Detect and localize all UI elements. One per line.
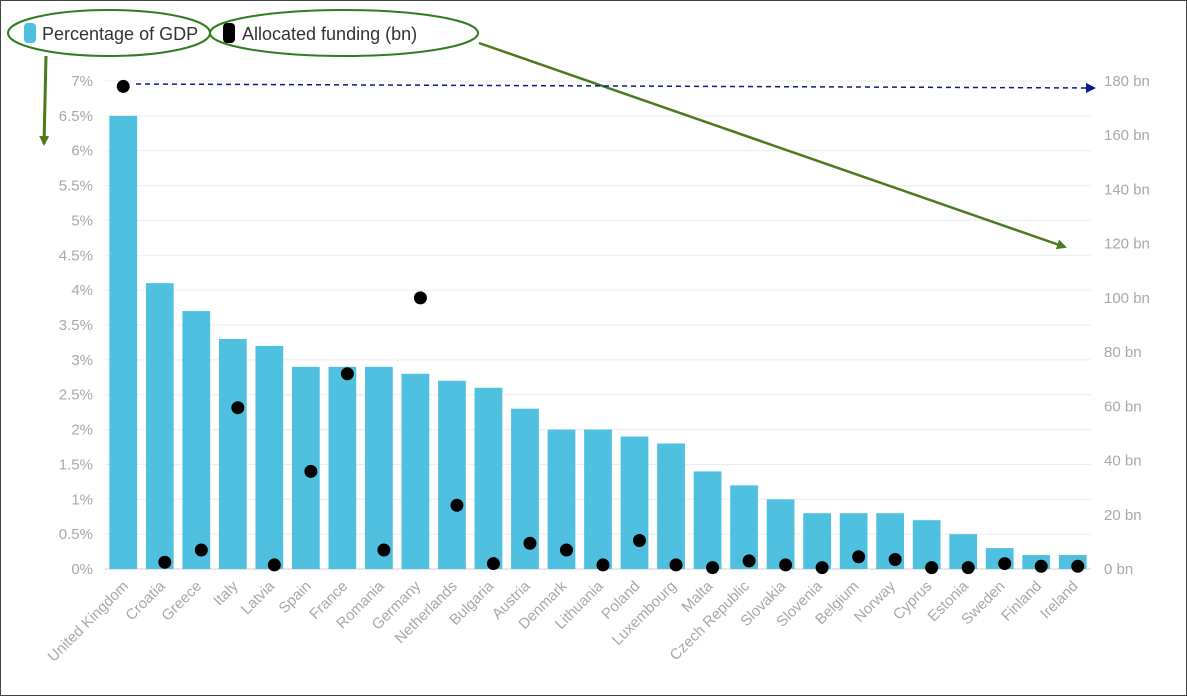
annotation-arrow-right-axis — [478, 41, 1067, 250]
dots-group — [116, 79, 1085, 575]
annotation-arrow-left-axis — [39, 55, 50, 146]
right-axis-tick-label: 160 bn — [1104, 127, 1150, 144]
left-axis-tick-label: 3.5% — [59, 317, 93, 334]
legend-label-percentage: Percentage of GDP — [42, 24, 198, 44]
x-axis-tick-label: Ireland — [1037, 578, 1081, 622]
right-axis-tick-label: 40 bn — [1104, 453, 1142, 470]
legend-swatch-bar — [24, 23, 36, 43]
data-point[interactable] — [340, 367, 354, 381]
left-axis-tick-label: 6% — [71, 143, 93, 160]
legend-item-percentage[interactable]: Percentage of GDP — [24, 23, 198, 44]
bars-group — [109, 115, 1087, 569]
right-axis-tick-label: 140 bn — [1104, 181, 1150, 198]
bar[interactable] — [730, 485, 758, 569]
left-axis-tick-label: 5% — [71, 212, 93, 229]
bar[interactable] — [328, 366, 357, 569]
bar[interactable] — [438, 380, 466, 569]
data-point[interactable] — [1071, 559, 1085, 573]
left-axis-tick-label: 0.5% — [59, 526, 93, 543]
annotation-ellipse-funding — [209, 9, 479, 57]
left-axis-tick-label: 4% — [71, 282, 93, 299]
right-axis-tick-label: 180 bn — [1104, 73, 1150, 90]
data-point[interactable] — [413, 291, 427, 305]
left-axis-tick-label: 3% — [71, 352, 93, 369]
left-axis-tick-label: 1.5% — [59, 456, 93, 473]
left-axis-tick-label: 0% — [71, 561, 93, 578]
legend: Percentage of GDP Allocated funding (bn) — [24, 23, 417, 44]
annotations — [7, 9, 1096, 250]
annotation-dashed-line — [135, 82, 1096, 93]
right-axis-tick-label: 120 bn — [1104, 236, 1150, 253]
data-point[interactable] — [852, 550, 866, 564]
data-point[interactable] — [888, 553, 902, 567]
x-axis-tick-label: Norway — [851, 577, 899, 625]
data-point[interactable] — [231, 401, 245, 415]
data-point[interactable] — [633, 534, 647, 548]
bar[interactable] — [620, 436, 649, 569]
left-axis-tick-label: 1% — [71, 491, 93, 508]
right-axis-ticks: 0 bn 20 bn 40 bn 60 bn 80 bn 100 bn 120 bn 140 … — [1104, 73, 1150, 578]
left-axis-ticks: 0% 0.5% 1% 1.5% 2% 2.5% 3% 3.5% 4% 4.5% 5% 5.5% 6% 6.… — [59, 73, 93, 578]
left-axis-tick-label: 7% — [71, 73, 93, 90]
left-axis-tick-label: 4.5% — [59, 247, 93, 264]
right-axis-tick-label: 80 bn — [1104, 344, 1142, 361]
legend-swatch-dot — [223, 23, 235, 43]
data-point[interactable] — [596, 558, 610, 572]
left-axis-tick-label: 2% — [71, 422, 93, 439]
data-point[interactable] — [815, 561, 829, 575]
bar[interactable] — [803, 513, 831, 569]
bar[interactable] — [474, 387, 503, 569]
bar[interactable] — [912, 520, 941, 569]
data-point[interactable] — [1034, 559, 1048, 573]
bar[interactable] — [182, 311, 211, 569]
bar[interactable] — [145, 283, 174, 569]
bar[interactable] — [766, 499, 795, 569]
data-point[interactable] — [486, 557, 500, 571]
data-point[interactable] — [706, 561, 720, 575]
data-point[interactable] — [194, 543, 208, 557]
data-point[interactable] — [523, 536, 537, 550]
right-axis-tick-label: 100 bn — [1104, 290, 1150, 307]
data-point[interactable] — [742, 554, 756, 568]
data-point[interactable] — [304, 464, 318, 478]
left-axis-tick-label: 2.5% — [59, 387, 93, 404]
bar[interactable] — [109, 115, 138, 569]
data-point[interactable] — [267, 558, 281, 572]
bar[interactable] — [584, 429, 612, 569]
data-point[interactable] — [669, 558, 683, 572]
bar[interactable] — [255, 345, 284, 569]
bar[interactable] — [657, 443, 685, 569]
data-point[interactable] — [925, 561, 939, 575]
bar[interactable] — [401, 373, 430, 569]
legend-label-funding: Allocated funding (bn) — [242, 24, 417, 44]
bar[interactable] — [218, 338, 247, 569]
left-axis-tick-label: 5.5% — [59, 178, 93, 195]
data-point[interactable] — [450, 498, 464, 512]
bar[interactable] — [365, 366, 393, 569]
data-point[interactable] — [559, 543, 573, 557]
data-point[interactable] — [779, 558, 793, 572]
x-axis-tick-label: United Kingdom — [45, 578, 132, 665]
data-point[interactable] — [961, 561, 975, 575]
right-axis-tick-label: 20 bn — [1104, 507, 1142, 524]
right-axis-tick-label: 60 bn — [1104, 398, 1142, 415]
legend-item-funding[interactable]: Allocated funding (bn) — [223, 23, 417, 44]
data-point[interactable] — [116, 79, 130, 93]
x-axis-tick-label: Finland — [998, 578, 1045, 625]
bar[interactable] — [693, 471, 722, 569]
data-point[interactable] — [158, 555, 172, 569]
x-axis-tick-label: Italy — [210, 577, 242, 609]
data-point[interactable] — [998, 557, 1012, 571]
right-axis-tick-label: 0 bn — [1104, 561, 1133, 578]
x-axis-tick-label: Greece — [158, 578, 205, 625]
left-axis-tick-label: 6.5% — [59, 108, 93, 125]
x-axis-tick-label: Latvia — [238, 577, 279, 618]
data-point[interactable] — [377, 543, 391, 557]
